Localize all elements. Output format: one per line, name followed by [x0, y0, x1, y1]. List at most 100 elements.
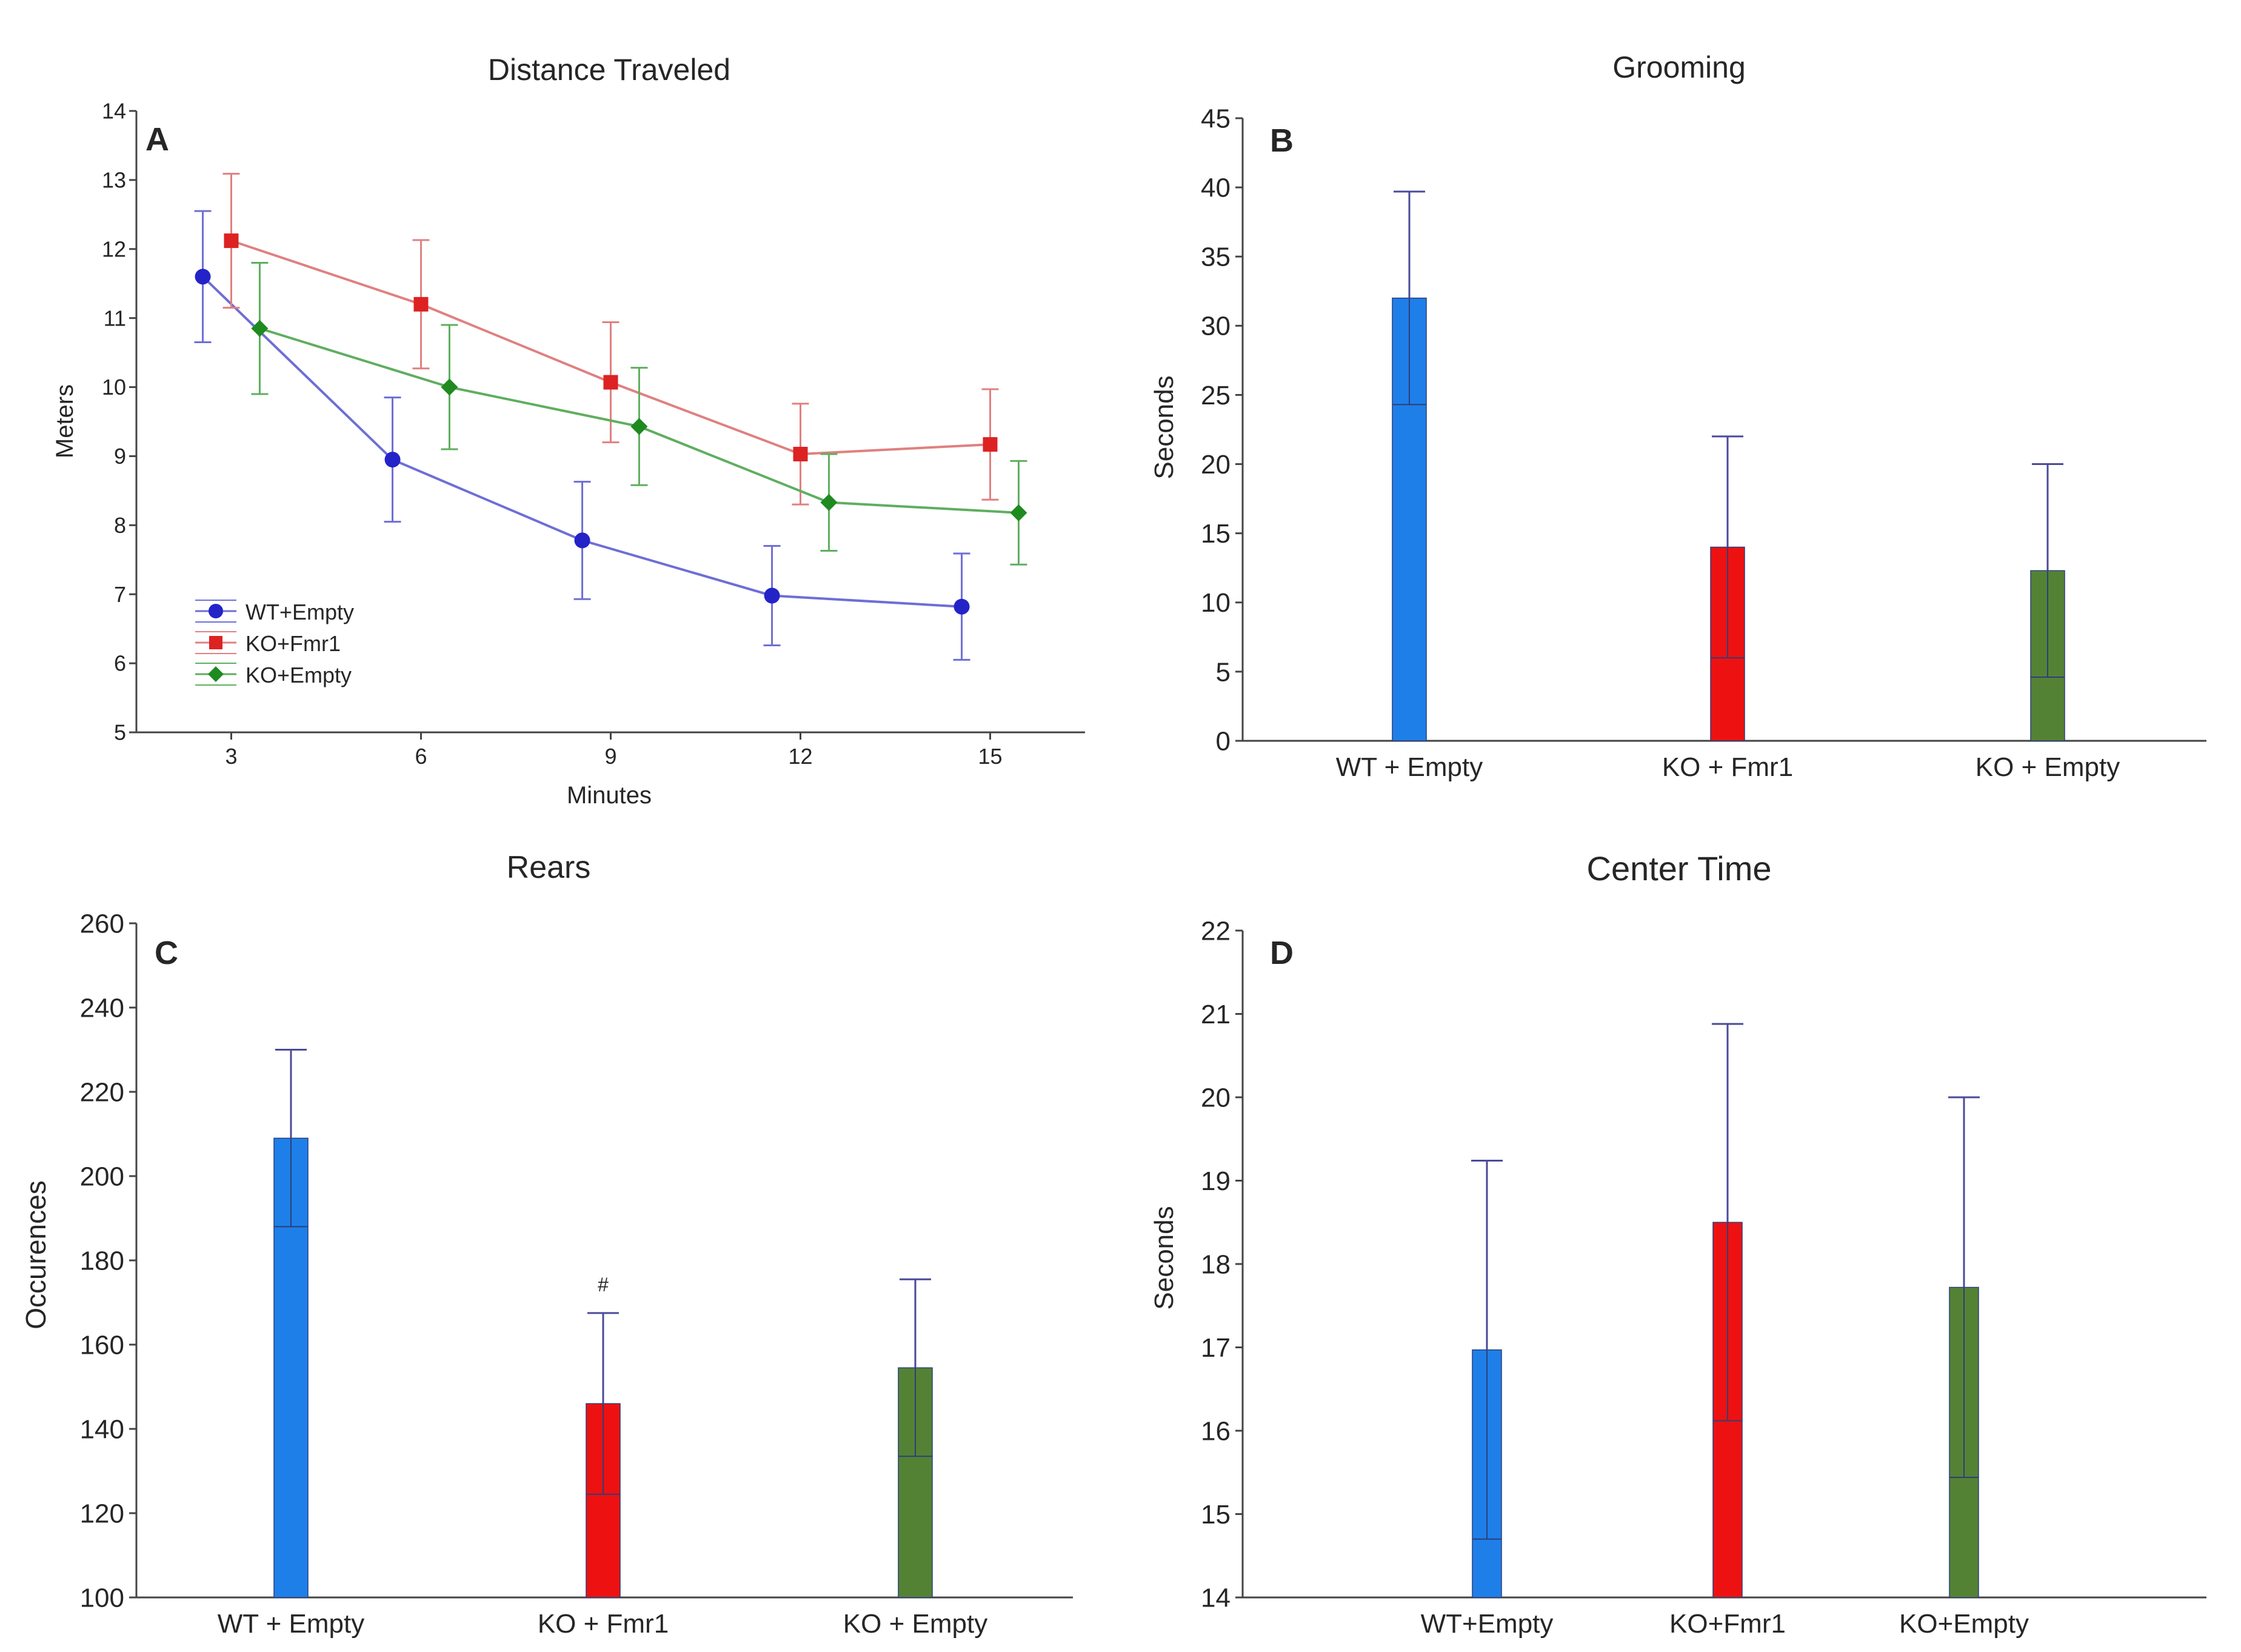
y-tick-label: 160 [80, 1330, 124, 1360]
x-tick-label: KO+Empty [1899, 1609, 2029, 1639]
y-tick-label: 16 [1201, 1416, 1231, 1446]
data-point [603, 375, 618, 390]
y-tick-label: 10 [1201, 588, 1231, 618]
panel-b-y-axis: 0 5 10 15 20 25 30 35 40 45 [1201, 104, 1243, 756]
panel-c-ylabel: Occurences [20, 1180, 52, 1329]
series-ko-fmr1 [222, 173, 999, 506]
panel-b-ylabel: Seconds [1149, 375, 1179, 479]
data-point [630, 418, 648, 435]
y-tick-label: 18 [1201, 1249, 1231, 1279]
panel-a-axes [135, 111, 1085, 734]
y-tick-label: 20 [1201, 450, 1231, 480]
y-tick-label: 5 [1216, 657, 1231, 687]
data-point [983, 437, 998, 452]
y-tick-label: 0 [1216, 726, 1231, 756]
panel-c-y-axis: 100 120 140 160 180 200 220 240 260 [80, 909, 136, 1613]
series-wt-empty [194, 210, 970, 661]
y-tick-label: 8 [114, 513, 126, 538]
data-point [1010, 504, 1027, 521]
bar-group-ko-empty [2030, 463, 2065, 741]
panel-b-title: Grooming [1612, 50, 1746, 84]
y-tick-label: 40 [1201, 173, 1231, 203]
legend-entry-wt-empty: WT+Empty [195, 600, 354, 624]
data-point [413, 296, 429, 312]
legend-label-wt-empty: WT+Empty [245, 600, 354, 624]
bar-group-wt-empty [1471, 1160, 1503, 1598]
data-point [224, 233, 239, 249]
data-point [764, 587, 780, 604]
panel-d-title: Center Time [1587, 849, 1772, 888]
data-point [441, 378, 458, 396]
panel-a-plot-area [194, 173, 1027, 661]
bar-group-ko-fmr1: # [586, 1274, 621, 1598]
panel-a-x-axis: 3 6 9 12 15 [225, 732, 1003, 769]
y-tick-label: 220 [80, 1077, 124, 1107]
y-tick-label: 35 [1201, 242, 1231, 272]
legend-entry-ko-empty: KO+Empty [195, 663, 352, 687]
y-tick-label: 17 [1201, 1333, 1231, 1363]
panel-c-plot-area: # [273, 1049, 933, 1598]
legend-marker-ko-fmr1 [209, 636, 222, 649]
panel-d-x-axis: WT+Empty KO+Fmr1 KO+Empty [1421, 1609, 2029, 1639]
x-tick-label: WT + Empty [1336, 752, 1483, 782]
x-tick-label: 6 [415, 744, 427, 769]
panel-a-ylabel: Meters [52, 384, 78, 458]
bar-group-wt-empty [1392, 190, 1427, 741]
bar-group-ko-empty [898, 1278, 933, 1598]
panel-c-title: Rears [507, 850, 591, 885]
panel-b-plot-area [1392, 190, 2065, 741]
series-ko-empty [251, 262, 1027, 566]
legend-label-ko-empty: KO+Empty [245, 663, 352, 687]
y-tick-label: 100 [80, 1583, 124, 1613]
y-tick-label: 10 [102, 375, 126, 400]
panel-a-xlabel: Minutes [567, 782, 652, 809]
panel-d-label: D [1270, 935, 1294, 971]
y-tick-label: 20 [1201, 1083, 1231, 1112]
panel-d-center-time: Center Time D Seconds 14 15 16 17 18 19 20 21 22… [1149, 849, 2206, 1639]
x-tick-label: KO + Empty [1975, 752, 2120, 782]
y-tick-label: 22 [1201, 916, 1231, 946]
y-tick-label: 13 [102, 167, 126, 192]
panel-a-label: A [145, 121, 169, 158]
bar-group-ko-empty [1948, 1096, 1980, 1598]
panel-b-x-axis: WT + Empty KO + Fmr1 KO + Empty [1336, 752, 2120, 782]
data-point [251, 319, 269, 337]
y-tick-label: 12 [102, 236, 126, 261]
y-tick-label: 15 [1201, 1500, 1231, 1530]
panel-b-label: B [1270, 122, 1294, 159]
y-tick-label: 11 [104, 306, 126, 330]
y-tick-label: 14 [1201, 1583, 1231, 1613]
y-tick-label: 140 [80, 1414, 124, 1444]
y-tick-label: 180 [80, 1246, 124, 1276]
legend-marker-ko-empty [208, 666, 224, 682]
y-tick-label: 25 [1201, 381, 1231, 410]
panel-c-rears: Rears C Occurences 100 120 140 160 180 200 220… [20, 850, 1073, 1639]
legend-marker-wt-empty [209, 604, 223, 618]
legend-entry-ko-fmr1: KO+Fmr1 [195, 631, 341, 656]
bar-group-wt-empty [273, 1049, 309, 1598]
y-tick-label: 200 [80, 1162, 124, 1191]
panel-a-legend: WT+Empty KO+Fmr1 KO+Empty [195, 600, 354, 687]
panel-d-ylabel: Seconds [1149, 1206, 1179, 1309]
x-tick-label: KO+Fmr1 [1669, 1609, 1786, 1639]
panel-b-grooming: Grooming B Seconds 0 5 10 15 20 25 30 35 40 45 WT… [1149, 50, 2206, 782]
data-point [954, 598, 970, 615]
y-tick-label: 5 [114, 720, 126, 745]
data-point [574, 532, 590, 549]
y-tick-label: 45 [1201, 104, 1231, 133]
x-tick-label: KO + Empty [843, 1609, 987, 1639]
y-tick-label: 30 [1201, 312, 1231, 341]
x-tick-label: 9 [604, 744, 616, 769]
x-tick-label: 15 [978, 744, 1002, 769]
panel-c-x-axis: WT + Empty KO + Fmr1 KO + Empty [218, 1609, 987, 1639]
panel-a-distance-traveled: Distance Traveled A Meters Minutes 5 6 7 8 9… [52, 53, 1085, 809]
x-tick-label: WT+Empty [1421, 1609, 1554, 1639]
data-point [384, 452, 401, 468]
y-tick-label: 19 [1201, 1166, 1231, 1196]
y-tick-label: 6 [114, 651, 126, 676]
y-tick-label: 260 [80, 909, 124, 938]
panel-d-y-axis: 14 15 16 17 18 19 20 21 22 [1201, 916, 1243, 1613]
data-point [793, 447, 808, 462]
significance-annotation: # [598, 1274, 609, 1296]
